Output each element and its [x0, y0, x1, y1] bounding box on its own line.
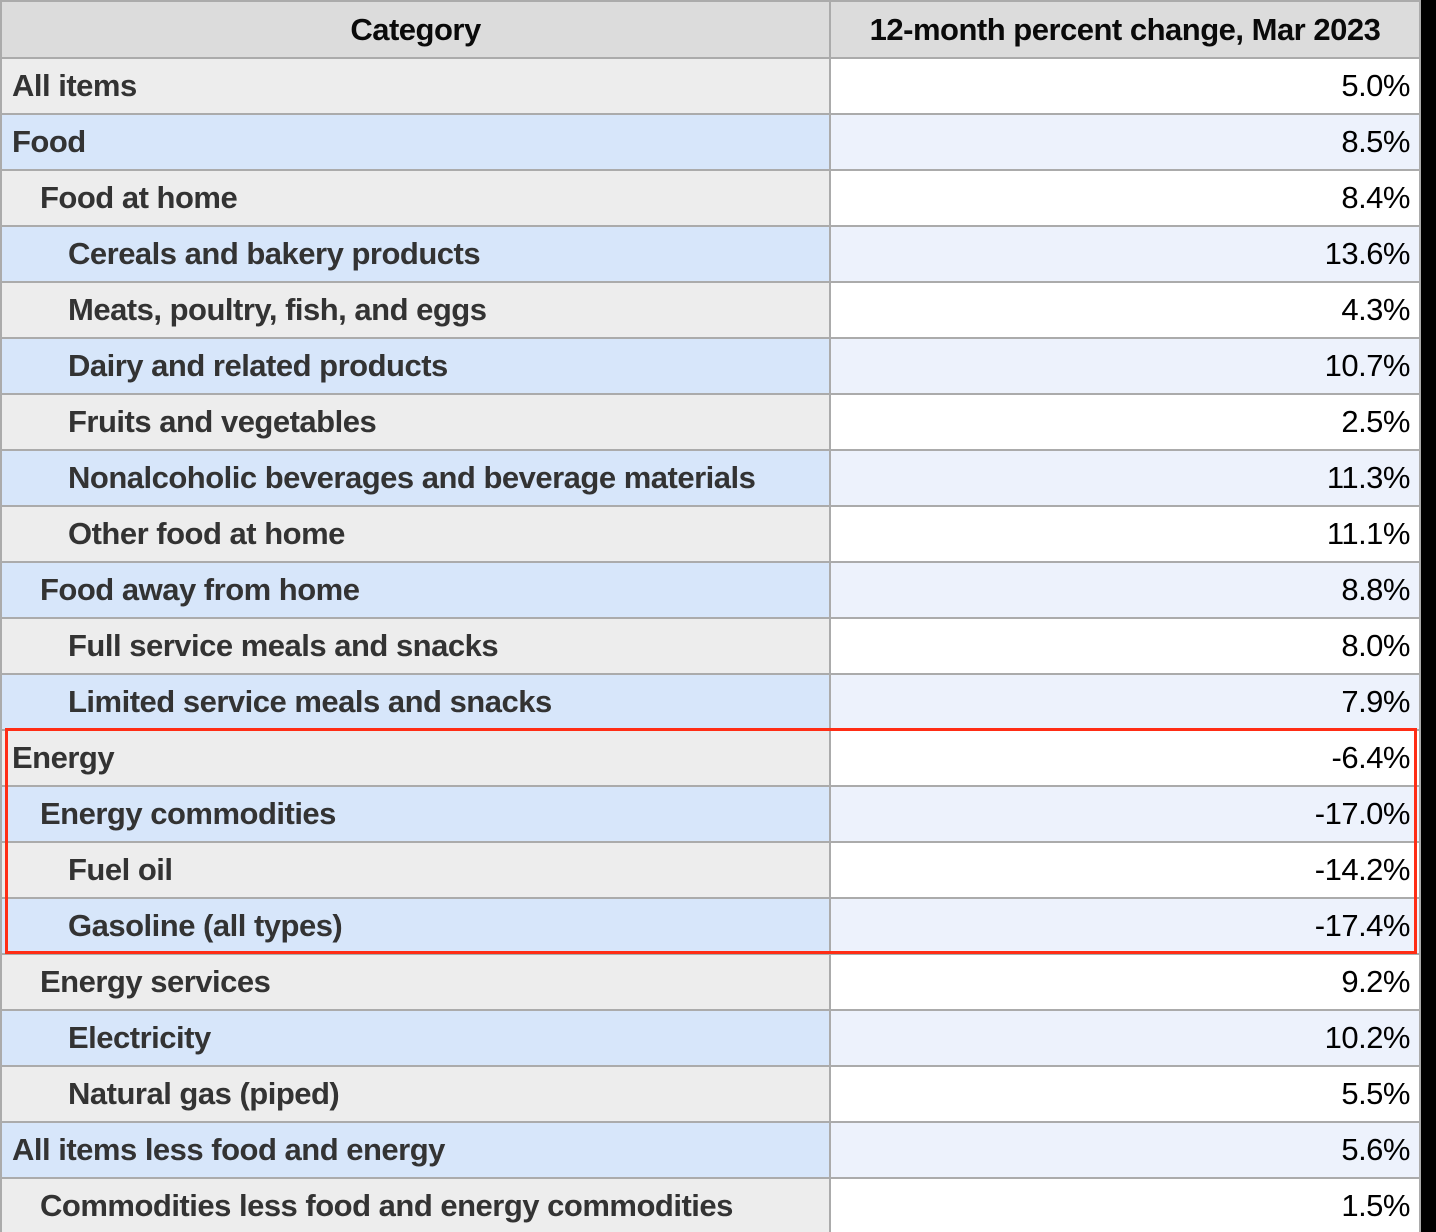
- row-energy: Energy -6.4%: [0, 729, 1421, 787]
- row-electricity: Electricity 10.2%: [0, 1009, 1421, 1067]
- value-cell: 2.5%: [829, 393, 1421, 451]
- row-gasoline-all-types: Gasoline (all types) -17.4%: [0, 897, 1421, 955]
- category-cell: Limited service meals and snacks: [0, 673, 831, 731]
- category-cell: Commodities less food and energy commodi…: [0, 1177, 831, 1232]
- value-cell: -17.0%: [829, 785, 1421, 843]
- row-food: Food 8.5%: [0, 113, 1421, 171]
- value-cell: 4.3%: [829, 281, 1421, 339]
- category-cell: Meats, poultry, fish, and eggs: [0, 281, 831, 339]
- row-all-items-less-food-and-energy: All items less food and energy 5.6%: [0, 1121, 1421, 1179]
- row-commodities-less-food-and-energy: Commodities less food and energy commodi…: [0, 1177, 1421, 1232]
- category-cell: Energy services: [0, 953, 831, 1011]
- row-cereals-and-bakery-products: Cereals and bakery products 13.6%: [0, 225, 1421, 283]
- row-nonalcoholic-beverages: Nonalcoholic beverages and beverage mate…: [0, 449, 1421, 507]
- value-cell: -6.4%: [829, 729, 1421, 787]
- row-food-away-from-home: Food away from home 8.8%: [0, 561, 1421, 619]
- row-natural-gas-piped: Natural gas (piped) 5.5%: [0, 1065, 1421, 1123]
- category-cell: Cereals and bakery products: [0, 225, 831, 283]
- category-cell: All items: [0, 57, 831, 115]
- row-other-food-at-home: Other food at home 11.1%: [0, 505, 1421, 563]
- value-cell: 9.2%: [829, 953, 1421, 1011]
- value-cell: 11.1%: [829, 505, 1421, 563]
- header-row: Category 12-month percent change, Mar 20…: [0, 0, 1421, 59]
- value-cell: -14.2%: [829, 841, 1421, 899]
- category-cell: Gasoline (all types): [0, 897, 831, 955]
- value-cell: 7.9%: [829, 673, 1421, 731]
- column-header-category: Category: [0, 0, 831, 59]
- category-cell: Energy: [0, 729, 831, 787]
- value-cell: 11.3%: [829, 449, 1421, 507]
- category-cell: All items less food and energy: [0, 1121, 831, 1179]
- row-food-at-home: Food at home 8.4%: [0, 169, 1421, 227]
- row-dairy-and-related-products: Dairy and related products 10.7%: [0, 337, 1421, 395]
- value-cell: 10.7%: [829, 337, 1421, 395]
- value-cell: 10.2%: [829, 1009, 1421, 1067]
- row-all-items: All items 5.0%: [0, 57, 1421, 115]
- row-energy-services: Energy services 9.2%: [0, 953, 1421, 1011]
- value-cell: 5.5%: [829, 1065, 1421, 1123]
- row-full-service-meals: Full service meals and snacks 8.0%: [0, 617, 1421, 675]
- category-cell: Food away from home: [0, 561, 831, 619]
- value-cell: 5.6%: [829, 1121, 1421, 1179]
- category-cell: Other food at home: [0, 505, 831, 563]
- row-limited-service-meals: Limited service meals and snacks 7.9%: [0, 673, 1421, 731]
- category-cell: Natural gas (piped): [0, 1065, 831, 1123]
- row-meats-poultry-fish-eggs: Meats, poultry, fish, and eggs 4.3%: [0, 281, 1421, 339]
- category-cell: Fuel oil: [0, 841, 831, 899]
- right-black-strip: [1421, 0, 1436, 1232]
- category-cell: Dairy and related products: [0, 337, 831, 395]
- category-cell: Full service meals and snacks: [0, 617, 831, 675]
- row-energy-commodities: Energy commodities -17.0%: [0, 785, 1421, 843]
- category-cell: Nonalcoholic beverages and beverage mate…: [0, 449, 831, 507]
- value-cell: 8.4%: [829, 169, 1421, 227]
- category-cell: Electricity: [0, 1009, 831, 1067]
- value-cell: 8.0%: [829, 617, 1421, 675]
- value-cell: 8.8%: [829, 561, 1421, 619]
- row-fruits-and-vegetables: Fruits and vegetables 2.5%: [0, 393, 1421, 451]
- category-cell: Energy commodities: [0, 785, 831, 843]
- category-cell: Food at home: [0, 169, 831, 227]
- value-cell: 8.5%: [829, 113, 1421, 171]
- value-cell: 13.6%: [829, 225, 1421, 283]
- category-cell: Food: [0, 113, 831, 171]
- value-cell: 1.5%: [829, 1177, 1421, 1232]
- value-cell: -17.4%: [829, 897, 1421, 955]
- row-fuel-oil: Fuel oil -14.2%: [0, 841, 1421, 899]
- category-cell: Fruits and vegetables: [0, 393, 831, 451]
- column-header-percent-change: 12-month percent change, Mar 2023: [829, 0, 1421, 59]
- value-cell: 5.0%: [829, 57, 1421, 115]
